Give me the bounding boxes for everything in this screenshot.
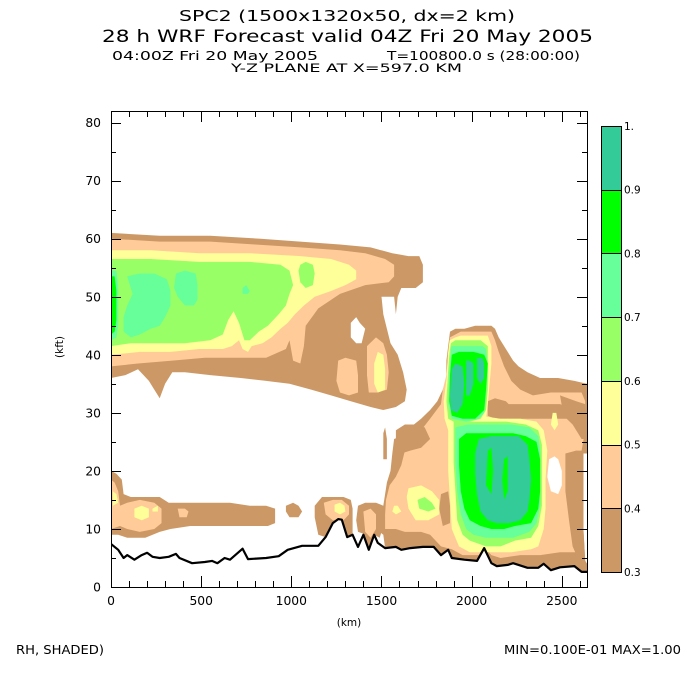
- rh-contour-region: [383, 427, 387, 460]
- rh-contour-region: [334, 502, 346, 515]
- colorbar-swatch: [601, 381, 622, 446]
- y-tick-labels: 0 10 20 30 40 50 60 70 80: [85, 116, 101, 594]
- rh-contour-region: [550, 412, 559, 431]
- y-axis-label: (kft): [54, 336, 66, 358]
- plot-title: SPC2 (1500x1320x50, dx=2 km): [179, 7, 515, 25]
- model-time-label: T=100800.0 s (28:00:00): [386, 48, 580, 63]
- colorbar-swatch: [601, 445, 622, 509]
- colorbar-swatch: [601, 508, 622, 573]
- contour-fills: [111, 232, 587, 572]
- rh-contour-region: [450, 363, 465, 413]
- rh-contour-region: [363, 508, 376, 538]
- min-max-label: MIN=0.100E-01 MAX=1.00: [504, 643, 681, 657]
- colorbar-label: 0.6: [624, 376, 641, 388]
- rh-contour-region: [439, 491, 450, 526]
- rh-contour-region: [134, 505, 149, 521]
- rh-contour-region: [417, 497, 436, 512]
- y-tick-label: 40: [85, 348, 101, 362]
- rh-contour-region: [174, 270, 198, 306]
- rh-contour-region: [466, 360, 474, 396]
- rh-contour-region: [565, 450, 587, 567]
- rh-contour-region: [336, 357, 358, 396]
- rh-contour-region: [111, 479, 162, 532]
- colorbar: 0.3 0.4 0.5 0.6 0.7 0.8 0.9 1.: [601, 121, 641, 579]
- plot-area: 0 500 1000 1500 2000 2500 0 10 20 30 40 50 60 70 80: [85, 111, 588, 608]
- colorbar-label: 0.4: [624, 503, 641, 515]
- unshaded-region: [350, 317, 366, 344]
- field-label: RH, SHADED): [16, 643, 104, 657]
- x-tick-label: 2500: [546, 594, 577, 608]
- y-tick-label: 0: [93, 581, 101, 595]
- plot-frame: [111, 111, 588, 588]
- colorbar-label: 0.8: [624, 248, 641, 260]
- colorbar-swatch: [601, 253, 622, 318]
- plot-subtitle: 28 h WRF Forecast valid 04Z Fri 20 May 2…: [102, 27, 593, 47]
- rh-contour-region: [242, 285, 250, 294]
- rh-contour-region: [285, 502, 303, 518]
- y-tick-label: 30: [85, 406, 101, 420]
- terrain-line: [111, 517, 587, 574]
- rh-contour-region: [374, 351, 386, 393]
- axis-ticks: [111, 111, 587, 588]
- colorbar-label: 0.9: [624, 185, 641, 197]
- rh-contour-region: [502, 456, 508, 500]
- x-tick-labels: 0 500 1000 1500 2000 2500: [107, 594, 577, 608]
- rh-contour-region: [507, 404, 577, 419]
- y-tick-label: 70: [85, 174, 101, 188]
- colorbar-swatch: [601, 190, 622, 254]
- x-tick-label: 500: [189, 594, 212, 608]
- valid-time-label: 04:00Z Fri 20 May 2005: [112, 48, 318, 63]
- x-tick-label: 2000: [456, 594, 487, 608]
- rh-contour-region: [112, 491, 119, 506]
- rh-contour-region: [111, 276, 117, 335]
- rh-contour-region: [560, 395, 587, 439]
- x-axis-label: (km): [337, 617, 362, 629]
- y-tick-label: 80: [85, 116, 101, 130]
- colorbar-swatch: [601, 317, 622, 382]
- colorbar-label: 0.3: [624, 567, 641, 579]
- rh-contour-region: [487, 398, 512, 419]
- rh-contour-region: [177, 508, 189, 518]
- x-tick-label: 1500: [366, 594, 397, 608]
- y-tick-label: 10: [85, 523, 101, 537]
- rh-contour-region: [395, 424, 431, 454]
- colorbar-swatch: [601, 126, 622, 191]
- y-tick-label: 50: [85, 290, 101, 304]
- rh-contour-region: [486, 447, 494, 495]
- cross-section-plane-label: Y-Z PLANE AT X=597.0 KM: [229, 61, 462, 75]
- x-tick-label: 0: [107, 594, 115, 608]
- rh-contour-region: [123, 273, 171, 338]
- rh-contour-region: [298, 261, 315, 288]
- y-tick-label: 20: [85, 464, 101, 478]
- colorbar-label: 1.: [624, 121, 634, 133]
- rh-contour-region: [392, 505, 402, 515]
- colorbar-label: 0.7: [624, 312, 641, 324]
- y-tick-label: 60: [85, 232, 101, 246]
- rh-contour-region: [152, 505, 158, 512]
- x-tick-label: 1000: [276, 594, 307, 608]
- unshaded-region: [547, 456, 562, 495]
- colorbar-label: 0.5: [624, 440, 641, 452]
- rh-contour-region: [477, 357, 485, 384]
